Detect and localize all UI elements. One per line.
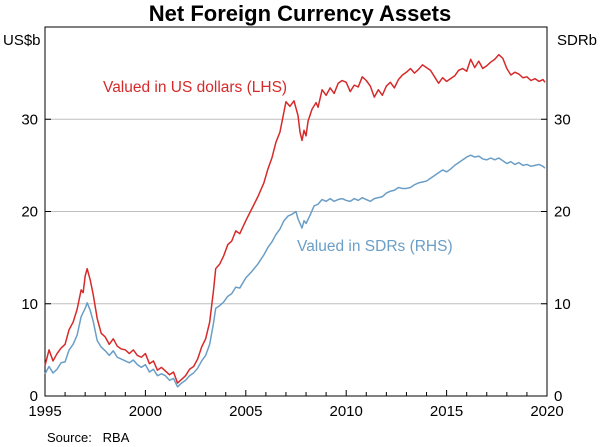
left-axis-unit: US$b bbox=[3, 32, 41, 49]
y-right-tick-label: 0 bbox=[554, 388, 562, 405]
source-note: Source: RBA bbox=[47, 430, 130, 445]
y-right-tick-label: 20 bbox=[554, 204, 571, 221]
x-tick-label: 2005 bbox=[229, 403, 262, 420]
axis-ticks bbox=[44, 118, 548, 397]
y-left-tick-label: 30 bbox=[21, 111, 38, 128]
tick-labels: 0 10 20 30 0 10 20 30 1995 2000 2005 2010 2015 2020 bbox=[21, 111, 570, 420]
series-line-usd bbox=[44, 53, 546, 384]
x-tick-label: 2000 bbox=[129, 403, 162, 420]
series-label-usd: Valued in US dollars (LHS) bbox=[103, 79, 287, 96]
series-line-sdr bbox=[44, 154, 546, 388]
right-axis-unit: SDRb bbox=[557, 32, 597, 49]
x-tick-label: 2015 bbox=[430, 403, 463, 420]
series-label-sdr: Valued in SDRs (RHS) bbox=[297, 238, 453, 255]
x-tick-label: 2010 bbox=[330, 403, 363, 420]
y-left-tick-label: 0 bbox=[30, 388, 38, 405]
series-lines bbox=[44, 53, 546, 388]
y-right-tick-label: 30 bbox=[554, 111, 571, 128]
y-left-tick-label: 10 bbox=[21, 296, 38, 313]
x-tick-label: 1995 bbox=[28, 403, 61, 420]
y-right-tick-label: 10 bbox=[554, 296, 571, 313]
chart-title: Net Foreign Currency Assets bbox=[149, 1, 451, 26]
x-tick-label: 2020 bbox=[530, 403, 563, 420]
y-left-tick-label: 20 bbox=[21, 204, 38, 221]
